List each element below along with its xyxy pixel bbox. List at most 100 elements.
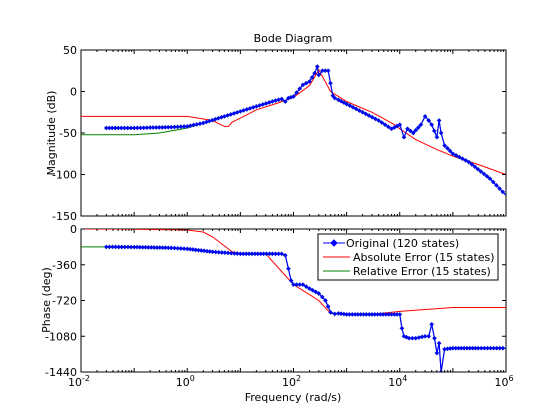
magnitude-point-original — [484, 173, 490, 179]
magnitude-point-original — [307, 79, 312, 84]
phase-series-group — [81, 229, 506, 372]
magnitude-point-original — [335, 97, 341, 103]
magnitude-point-original — [128, 125, 134, 131]
phase-ytick-label: -1440 — [45, 366, 77, 379]
magnitude-point-original — [372, 116, 378, 122]
phase-point-original — [313, 289, 319, 295]
legend-entry-absolute: Absolute Error (15 states) — [323, 251, 495, 264]
magnitude-point-original — [328, 80, 333, 86]
legend-marker-original — [330, 239, 338, 247]
phase-point-original — [429, 321, 435, 327]
magnitude-line-relative — [81, 64, 506, 196]
phase-point-original — [113, 244, 119, 250]
magnitude-point-original — [418, 122, 424, 128]
magnitude-axes: 50 0 -50 -100 -150 Bode Diagram Magnitude (d… — [45, 32, 507, 223]
magnitude-point-original — [282, 99, 288, 104]
phase-ytick-label: 0 — [70, 223, 77, 236]
magnitude-point-original — [493, 182, 499, 188]
phase-point-original — [210, 249, 216, 255]
phase-point-original — [178, 246, 184, 251]
magnitude-point-original — [356, 108, 362, 114]
magnitude-point-original — [442, 143, 448, 148]
magnitude-point-original — [413, 127, 419, 133]
magnitude-point-original — [405, 126, 410, 132]
magnitude-point-original — [497, 186, 503, 192]
magnitude-point-original — [410, 130, 416, 136]
phase-point-original — [288, 278, 294, 284]
xtick-label: 106 — [494, 374, 513, 389]
magnitude-point-original — [450, 151, 456, 157]
phase-point-original — [310, 287, 316, 293]
magnitude-point-original — [463, 157, 469, 163]
magnitude-line-original — [106, 64, 506, 196]
magnitude-point-original — [325, 68, 331, 74]
magnitude-point-original — [444, 145, 450, 151]
legend-label-original: Original (120 states) — [346, 237, 459, 250]
magnitude-point-original — [415, 125, 421, 130]
magnitude-point-original — [460, 156, 465, 162]
magnitude-point-original — [481, 171, 487, 177]
phase-point-original — [397, 311, 403, 317]
magnitude-ytick-label: 50 — [63, 44, 77, 57]
magnitude-point-original — [453, 152, 459, 158]
magnitude-line-absolute — [81, 68, 506, 175]
legend: Original (120 states) Absolute Error (15… — [317, 233, 499, 281]
phase-point-original — [432, 335, 437, 341]
magnitude-point-original — [422, 113, 428, 119]
phase-point-original — [307, 286, 312, 292]
magnitude-series-group — [81, 64, 506, 196]
magnitude-point-original — [397, 122, 403, 128]
phase-point-original — [328, 309, 334, 315]
magnitude-point-original — [478, 169, 484, 174]
magnitude-point-original — [118, 125, 124, 131]
magnitude-point-original — [314, 64, 320, 70]
frequency-xlabel: Frequency (rad/s) — [245, 391, 342, 404]
xtick-label: 100 — [176, 374, 195, 389]
magnitude-point-original — [401, 134, 407, 140]
phase-point-original — [300, 282, 306, 288]
phase-ytick-label: -360 — [52, 259, 77, 272]
xtick-label: 10-2 — [68, 374, 90, 389]
magnitude-point-original — [122, 125, 127, 131]
phase-point-original — [172, 245, 177, 251]
phase-point-original — [228, 250, 234, 256]
magnitude-point-original — [303, 80, 309, 86]
phase-point-original — [168, 245, 174, 251]
phase-point-original — [201, 248, 207, 254]
magnitude-point-original — [407, 128, 413, 134]
magnitude-point-original — [363, 111, 369, 117]
magnitude-point-original — [279, 96, 285, 102]
magnitude-point-original — [382, 122, 388, 128]
magnitude-point-original — [376, 118, 382, 123]
phase-point-original — [297, 282, 303, 288]
magnitude-point-original — [438, 130, 444, 136]
phase-point-original — [316, 291, 322, 296]
magnitude-ytick-label: -50 — [59, 127, 77, 140]
magnitude-point-original — [472, 164, 478, 170]
magnitude-point-original — [350, 104, 356, 110]
phase-point-original — [216, 249, 222, 255]
magnitude-point-original — [456, 154, 462, 160]
magnitude-point-original — [434, 134, 440, 140]
magnitude-point-original — [125, 125, 131, 131]
magnitude-point-original — [338, 98, 344, 104]
magnitude-point-original — [291, 94, 296, 99]
phase-point-original — [222, 250, 228, 256]
magnitude-ytick-label: -150 — [52, 210, 77, 223]
xtick-label: 102 — [282, 374, 301, 389]
magnitude-point-original — [347, 103, 353, 109]
magnitude-point-original — [487, 176, 493, 182]
magnitude-point-original — [134, 125, 140, 131]
magnitude-point-original — [469, 161, 475, 167]
phase-point-original — [225, 250, 231, 256]
magnitude-ticks-group: 50 0 -50 -100 -150 — [52, 44, 507, 223]
phase-point-original — [234, 251, 240, 257]
legend-label-absolute: Absolute Error (15 states) — [353, 251, 495, 264]
magnitude-point-original — [385, 124, 391, 130]
phase-point-original — [434, 350, 440, 356]
magnitude-point-original — [332, 95, 338, 101]
phase-point-original — [436, 340, 442, 346]
magnitude-point-original — [366, 113, 372, 119]
phase-point-original — [181, 246, 187, 252]
